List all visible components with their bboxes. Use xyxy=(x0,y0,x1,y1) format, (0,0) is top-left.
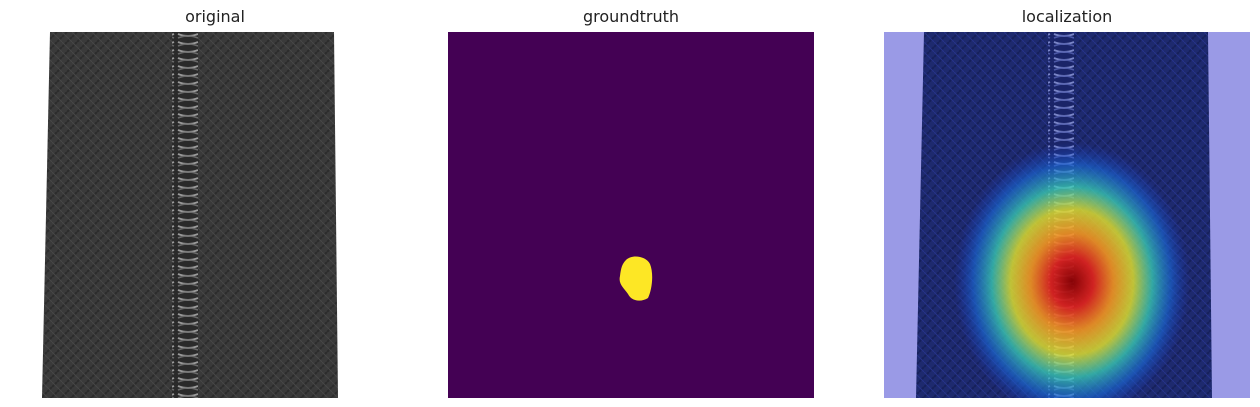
localization-title: localization xyxy=(1021,7,1113,26)
original-panel: original xyxy=(32,0,398,407)
original-title: original xyxy=(185,7,245,26)
original-zipper-image xyxy=(32,32,398,398)
groundtruth-panel: groundtruth xyxy=(448,0,814,407)
groundtruth-title: groundtruth xyxy=(582,7,679,26)
groundtruth-mask-image xyxy=(448,32,814,398)
localization-heatmap-image xyxy=(884,32,1250,398)
localization-panel: localization xyxy=(884,0,1250,407)
